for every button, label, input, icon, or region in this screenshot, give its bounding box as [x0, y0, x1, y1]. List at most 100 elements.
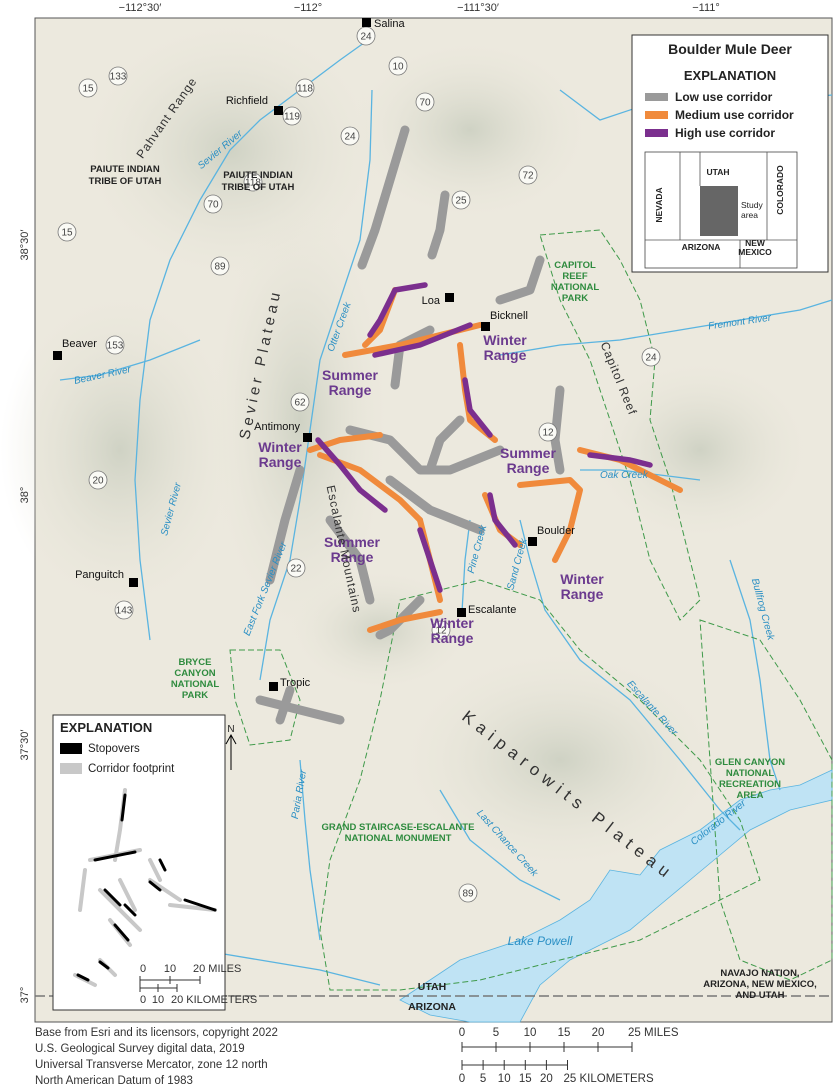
road-number: 70 — [207, 200, 219, 211]
road-number: 70 — [419, 98, 431, 109]
legend-label: Medium use corridor — [675, 108, 794, 122]
road-shield — [108, 66, 128, 86]
state-boundaries — [645, 152, 797, 268]
road-shield — [114, 600, 134, 620]
inset-corridors — [73, 788, 217, 987]
legend-swatch — [60, 763, 82, 774]
scale-label: 20 MILES — [193, 963, 241, 975]
legend-heading: EXPLANATION — [684, 68, 776, 83]
park-boundaries — [229, 229, 833, 991]
road-shield — [518, 165, 538, 185]
town-label: Boulder — [537, 525, 575, 537]
legend-swatch — [60, 743, 82, 754]
scale-label: 15 — [558, 1027, 571, 1039]
legend-label: Stopovers — [88, 743, 140, 755]
state-label: NEVADA — [654, 187, 664, 222]
scale-label: 5 — [480, 1073, 486, 1085]
inset-scale-bar — [139, 976, 201, 992]
road-number: 133 — [110, 72, 127, 83]
town-marker — [481, 322, 490, 331]
town-label: Bicknell — [490, 310, 528, 322]
road-number: 15 — [82, 84, 94, 95]
road-number: 153 — [107, 341, 124, 352]
road-number: 20 — [92, 476, 104, 487]
inset-map: EXPLANATION Stopovers Corridor footprint… — [52, 714, 257, 1011]
road-shield — [415, 92, 435, 112]
town-marker — [362, 18, 371, 27]
road-shield — [57, 222, 77, 242]
road-number: 25 — [455, 196, 467, 207]
state-label: ARIZONA — [682, 242, 721, 252]
state-label: NEW MEXICO — [738, 238, 772, 257]
scale-label: 15 — [519, 1073, 532, 1085]
town-label: Loa — [422, 295, 441, 307]
lake-label: Lake Powell — [508, 934, 573, 948]
state-label: UTAH — [418, 981, 446, 993]
town-marker — [274, 106, 283, 115]
longitude-label: −111°30′ — [457, 2, 499, 14]
scale-label: 20 — [540, 1073, 553, 1085]
legend-label: High use corridor — [675, 126, 775, 140]
scale-label: 0 — [140, 963, 146, 975]
road-number: 10 — [392, 62, 404, 73]
town-marker — [445, 293, 454, 302]
road-number: 15 — [61, 228, 73, 239]
town-label: Salina — [374, 18, 405, 30]
scale-label: 10 — [152, 994, 164, 1006]
towns: Salina Richfield Beaver Antimony Loa Bic… — [53, 18, 575, 691]
scale-label: 20 — [592, 1027, 605, 1039]
town-marker — [528, 537, 537, 546]
range-label: Summer Range — [500, 445, 557, 476]
road-number: 24 — [645, 353, 657, 364]
town-label: Escalante — [468, 604, 516, 616]
road-number: 143 — [116, 606, 133, 617]
land-areas: PAIUTE INDIAN TRIBE OF UTAH PAIUTE INDIAN… — [89, 164, 817, 1013]
road-shields: 15 133 118 119 24 10 70 72 25 118 70 15 153 62 89 20 12 1… — [57, 26, 661, 903]
town-label: Beaver — [62, 338, 97, 350]
road-number: 24 — [360, 32, 372, 43]
road-shield — [340, 126, 360, 146]
study-area-label: Study area — [741, 200, 763, 220]
road-number: 118 — [245, 178, 261, 189]
tribe-label: NAVAJO NATION, ARIZONA, NEW MEXICO, AND UT… — [703, 968, 816, 1001]
range-label: Winter Range — [560, 571, 604, 602]
town-marker — [129, 578, 138, 587]
scale-label: 0 — [459, 1027, 465, 1039]
road-shield — [78, 78, 98, 98]
town-marker — [53, 351, 62, 360]
town-marker — [269, 682, 278, 691]
road-number: 118 — [297, 84, 313, 95]
legend-label: Corridor footprint — [88, 763, 175, 775]
tribe-label: PAIUTE INDIAN TRIBE OF UTAH — [89, 164, 162, 187]
legend: Boulder Mule Deer EXPLANATION Low use co… — [631, 34, 829, 273]
corridors — [255, 125, 683, 725]
scale-label: 20 KILOMETERS — [171, 994, 257, 1006]
town-marker — [457, 608, 466, 617]
park-label: CAPITOL REEF NATIONAL PARK — [551, 260, 600, 304]
latitude-label: 37°30′ — [19, 730, 31, 761]
credits: Base from Esri and its licensors, copyri… — [35, 1027, 278, 1085]
town-label: Tropic — [280, 677, 311, 689]
road-shield — [282, 106, 302, 126]
road-shield — [388, 56, 408, 76]
road-shield — [88, 470, 108, 490]
latitude-label: 37° — [19, 987, 31, 1004]
legend-items: Low use corridor Medium use corridor High … — [645, 90, 794, 140]
road-shield — [458, 883, 478, 903]
seasonal-ranges: Summer Range Summer Range Summer Range Wint… — [258, 332, 604, 646]
road-number: 24 — [344, 132, 356, 143]
town-label: Richfield — [226, 95, 268, 107]
legend-label: Low use corridor — [675, 90, 773, 104]
scale-label: 10 — [524, 1027, 537, 1039]
longitude-label: −111° — [692, 2, 720, 14]
road-shield — [286, 558, 306, 578]
road-number: 22 — [290, 564, 302, 575]
tribe-label: PAIUTE INDIAN TRIBE OF UTAH — [222, 170, 295, 193]
scale-label: 25 MILES — [628, 1027, 679, 1039]
road-shield — [210, 256, 230, 276]
north-label: N — [227, 724, 234, 735]
credit-line: U.S. Geological Survey digital data, 201… — [35, 1043, 245, 1055]
credit-line: Base from Esri and its licensors, copyri… — [35, 1027, 278, 1039]
road-shield — [431, 620, 451, 640]
